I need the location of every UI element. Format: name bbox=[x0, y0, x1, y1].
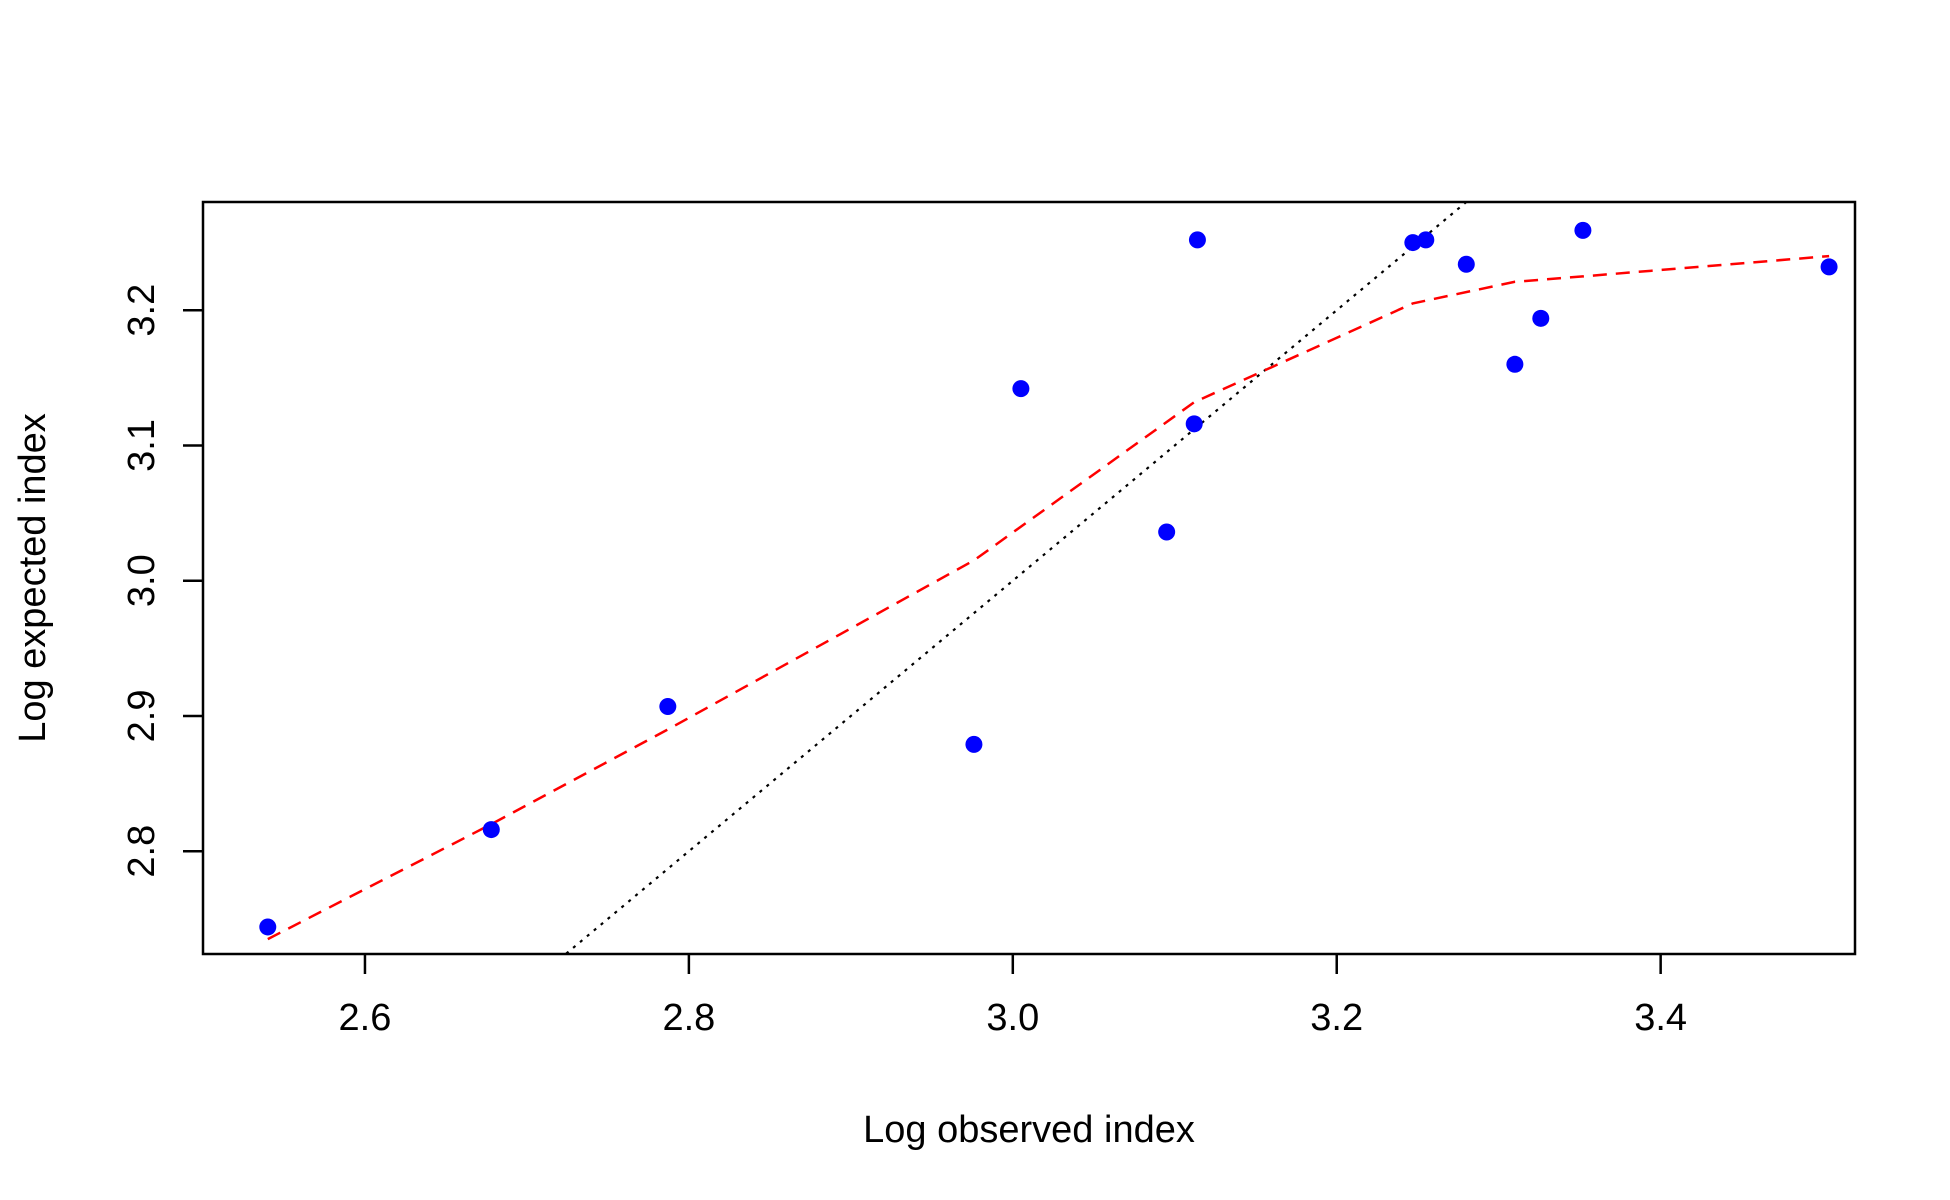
plot-lines bbox=[267, 202, 1830, 954]
y-axis-title: Log expected index bbox=[12, 413, 54, 743]
data-point bbox=[659, 697, 677, 715]
data-point bbox=[1820, 258, 1838, 276]
data-point bbox=[1012, 380, 1030, 398]
y-tick-label: 2.9 bbox=[121, 690, 163, 743]
data-point bbox=[1188, 231, 1206, 249]
data-point bbox=[1417, 231, 1435, 249]
data-point bbox=[1532, 309, 1550, 327]
identity-reference-line bbox=[564, 202, 1467, 954]
data-point bbox=[1574, 221, 1592, 239]
data-point bbox=[482, 821, 500, 839]
y-tick-label: 3.2 bbox=[121, 284, 163, 337]
x-tick-label: 2.8 bbox=[662, 997, 715, 1039]
data-point bbox=[1506, 355, 1524, 373]
data-point bbox=[965, 735, 983, 753]
y-tick-label: 3.0 bbox=[121, 554, 163, 607]
data-point bbox=[1158, 523, 1176, 541]
x-axis: 2.6 2.8 3.0 3.2 3.4 bbox=[339, 954, 1687, 1039]
plot-frame bbox=[201, 200, 1857, 956]
x-tick-label: 3.0 bbox=[986, 997, 1039, 1039]
y-tick-label: 2.8 bbox=[121, 825, 163, 878]
y-tick-label: 3.1 bbox=[121, 419, 163, 472]
x-axis-title: Log observed index bbox=[863, 1109, 1195, 1151]
data-point bbox=[1404, 234, 1422, 252]
y-axis: 2.8 2.9 3.0 3.1 3.2 bbox=[121, 284, 203, 878]
data-points bbox=[259, 221, 1838, 936]
smoothed-trend-line bbox=[267, 254, 1830, 941]
data-point bbox=[1185, 415, 1203, 433]
data-point bbox=[1457, 255, 1475, 273]
x-tick-label: 3.2 bbox=[1310, 997, 1363, 1039]
x-tick-label: 3.4 bbox=[1634, 997, 1687, 1039]
x-tick-label: 2.6 bbox=[339, 997, 392, 1039]
data-point bbox=[259, 918, 277, 936]
